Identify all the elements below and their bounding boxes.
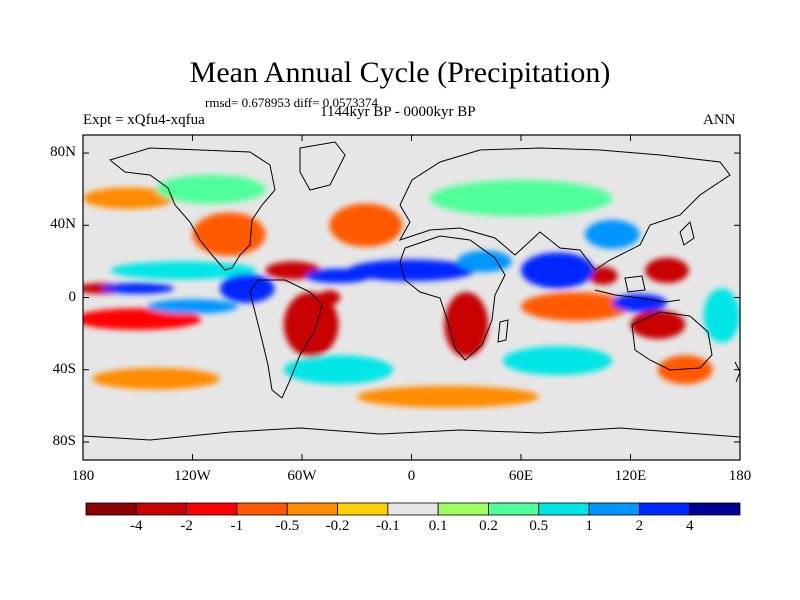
colorbar-label: -0.2 <box>325 518 350 534</box>
anomaly-region <box>444 292 489 358</box>
coastline-borneo <box>624 275 646 293</box>
colorbar-label: -1 <box>230 518 244 534</box>
lat-tick-label: 40S <box>52 360 76 377</box>
lon-tick-label: 0 <box>407 468 416 484</box>
experiment-label: Expt = xQfu4-xqfua <box>83 112 205 128</box>
coastline-madagascar <box>497 319 509 343</box>
coastline-africa <box>399 235 506 361</box>
lat-tick-label: 80N <box>50 144 76 161</box>
anomaly-region <box>457 250 512 273</box>
anomaly-region <box>521 292 631 321</box>
anomaly-region <box>356 385 540 408</box>
colorbar-label: -0.5 <box>275 518 300 534</box>
colorbar-swatch <box>135 502 188 516</box>
season-label: ANN <box>703 112 736 128</box>
colorbar-label: 4 <box>685 518 694 534</box>
anomaly-region <box>329 203 403 247</box>
anomaly-region <box>657 355 713 385</box>
colorbar-swatch <box>689 502 741 516</box>
colorbar-label: 0.5 <box>529 518 549 534</box>
colorbar-swatch <box>286 502 338 516</box>
anomaly-region <box>502 346 613 376</box>
anomaly-region <box>630 310 686 340</box>
colorbar-swatch <box>638 502 691 516</box>
colorbar-label: -2 <box>180 518 193 534</box>
lat-tick-label: 0 <box>68 288 77 305</box>
anomaly-region <box>83 308 202 330</box>
anomaly-region <box>156 174 266 204</box>
lon-tick-label: 180 <box>728 468 752 484</box>
lon-tick-label: 120W <box>174 468 211 484</box>
colorbar-swatch <box>588 502 640 516</box>
colorbar-label: -0.1 <box>375 518 400 534</box>
colorbar-swatch <box>186 502 238 516</box>
lon-tick-label: 120E <box>614 468 647 484</box>
lon-tick-label: 60E <box>508 468 534 484</box>
period-label: 1144kyr BP - 0000kyr BP <box>320 104 476 120</box>
coastline-eurasia <box>398 147 731 271</box>
lon-tick-label: 60W <box>287 468 317 484</box>
colorbar-swatch <box>236 502 288 516</box>
colorbar-swatch <box>387 502 439 516</box>
anomaly-region <box>92 367 220 390</box>
coastline-greenland <box>299 141 346 191</box>
anomaly-region <box>146 299 239 314</box>
colorbar-swatch <box>488 502 540 516</box>
anomaly-region <box>347 259 476 282</box>
coastlines <box>83 141 740 441</box>
anomaly-region <box>219 274 275 303</box>
stats-line: rmsd= 0.678953 diff= 0.0573374 <box>205 95 378 110</box>
figure-title: Mean Annual Cycle (Precipitation) <box>189 56 611 89</box>
colorbar-label: 2 <box>635 518 644 534</box>
anomaly-region <box>584 219 640 249</box>
colorbar-swatch <box>437 502 489 516</box>
anomaly-region <box>429 180 613 217</box>
coastline-indonesia <box>594 289 681 303</box>
coastline-antarctica <box>83 427 740 441</box>
coastline-south-america <box>249 279 323 399</box>
colorbar-swatch <box>538 502 590 516</box>
coastline-japan <box>679 221 695 246</box>
lat-tick-label: 80S <box>52 432 76 449</box>
anomaly-region <box>645 257 689 284</box>
anomaly-region <box>521 252 594 289</box>
anomaly-region <box>192 212 266 256</box>
lat-tick-label: 40N <box>50 216 76 233</box>
colorbar-label: 0.2 <box>479 518 498 534</box>
colorbar-label: 1 <box>585 518 593 534</box>
coastline-north-america <box>108 147 276 271</box>
anomaly-region <box>283 355 394 385</box>
colorbar-swatch <box>337 502 389 516</box>
coastline-new-zealand <box>734 361 740 383</box>
anomaly-region <box>110 261 257 280</box>
anomaly-region <box>318 290 341 305</box>
anomaly-region <box>612 293 667 312</box>
anomaly-region <box>588 266 618 285</box>
colorbar-label: -4 <box>130 518 143 534</box>
anomaly-region <box>283 292 339 358</box>
anomaly-region <box>83 187 175 210</box>
anomaly-region <box>703 288 740 343</box>
colorbar-label: 0.1 <box>428 518 448 534</box>
coastline-australia <box>631 311 713 371</box>
lon-tick-label: 180 <box>71 468 95 484</box>
anomaly-region <box>101 283 175 294</box>
colorbar-swatch <box>85 502 137 516</box>
